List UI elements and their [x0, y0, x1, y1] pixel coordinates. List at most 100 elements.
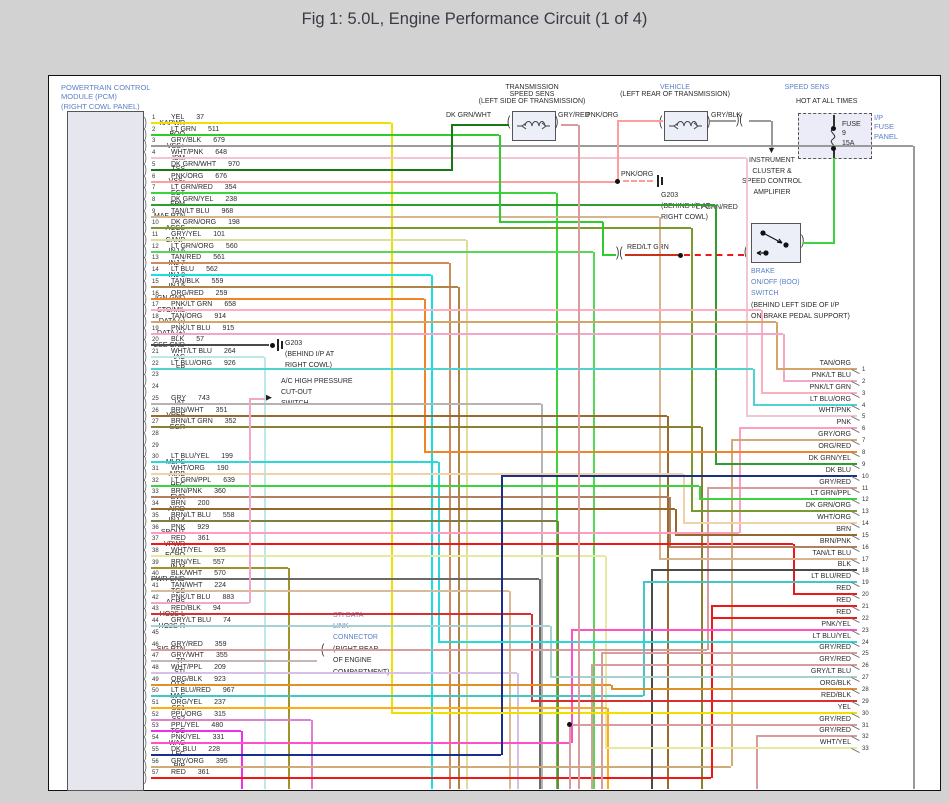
- pin-wire-gauge: 264: [223, 348, 236, 355]
- edge-wire-color-label: LT BLU/YEL: [812, 632, 851, 640]
- edge-wire: [783, 379, 857, 382]
- edge-pin-number: 21: [862, 604, 869, 610]
- vss-right-terminal: ): [707, 114, 711, 130]
- pin-wire: [151, 145, 913, 148]
- pin-number: 21: [152, 349, 159, 355]
- pin-wire-vertical: [667, 415, 669, 789]
- pin-bracket: ): [144, 114, 147, 130]
- pin-wire-color-label: PNK/ORG 676: [171, 172, 227, 180]
- pin-number: 8: [152, 196, 156, 203]
- pin-wire-color-label: LT GRN/PPL 639: [171, 476, 235, 484]
- pnk-org-wire-label: PNK/ORG: [621, 171, 654, 178]
- edge-wire-color-label: YEL: [837, 703, 851, 711]
- pin-wire-gauge: 200: [197, 500, 210, 508]
- pin-wire-gauge: 228: [208, 745, 220, 753]
- pin-bracket: ): [144, 149, 147, 165]
- pin-wire: [151, 402, 541, 405]
- pin-wire: [151, 461, 438, 464]
- junction-dot: [269, 342, 275, 348]
- pin-bracket: ): [144, 757, 147, 773]
- pin-wire-color-label: LT BLU/RED 967: [171, 687, 235, 695]
- pin-wire-color-label: TAN/RED 561: [171, 254, 225, 262]
- pin-number: 53: [152, 723, 159, 730]
- edge-pin-number: 19: [862, 580, 869, 587]
- pin-number: 56: [152, 758, 159, 765]
- pin-wire-color-label: BLK 57: [171, 336, 205, 344]
- hot-at-all-times-label: HOT AT ALL TIMES: [796, 98, 858, 105]
- pin-bracket: ): [144, 184, 147, 200]
- junction-dot: [614, 178, 620, 184]
- edge-pin-number: 6: [862, 426, 866, 433]
- pin-wire-color-label: LT BLU 562: [171, 266, 218, 274]
- edge-wire: [683, 522, 857, 525]
- pin-wire-gauge: 190: [216, 465, 229, 472]
- edge-wire: [731, 439, 857, 442]
- edge-wire: [571, 628, 857, 631]
- pin-number: 37: [152, 536, 159, 543]
- pin-wire-color-label: BRN/LT BLU 558: [171, 511, 235, 519]
- pin-wire-gauge: 237: [214, 699, 226, 706]
- edge-wire-vertical: [756, 736, 758, 789]
- pin-wire: [151, 239, 466, 241]
- pin-bracket: ): [144, 629, 147, 645]
- pin-wire-gauge: 676: [215, 172, 227, 180]
- edge-pin-number: 29: [862, 698, 869, 705]
- pin-wire-gauge: 395: [215, 757, 228, 765]
- pin-wire: [151, 613, 531, 616]
- pin-wire-gauge: 354: [224, 184, 237, 192]
- pin-wire-vertical: [556, 193, 558, 789]
- edge-pin-number: 12: [862, 497, 869, 504]
- pin-number: 32: [152, 477, 159, 484]
- edge-wire-color-label: RED: [836, 608, 851, 616]
- pin-bracket: ): [144, 535, 147, 551]
- pin-wire-color-label: RED 361: [171, 535, 210, 543]
- edge-pin-number: 3: [862, 390, 866, 397]
- pin-number: 34: [152, 501, 159, 508]
- pin-bracket: ): [144, 605, 147, 621]
- pin-wire: [151, 297, 424, 300]
- pin-wire: [151, 157, 746, 160]
- pin-wire-color-label: BRN/YEL 557: [171, 558, 225, 566]
- pin-number: 57: [152, 770, 159, 777]
- edge-wire-color-label: GRY/RED: [819, 478, 851, 486]
- coil-icon: [669, 121, 702, 130]
- pin-wire-color-label: BRN/WHT 351: [171, 406, 228, 414]
- switch-icon: [756, 230, 789, 256]
- edge-tick: [851, 499, 860, 505]
- pin-bracket: ): [144, 594, 147, 610]
- pin-wire-gauge: 648: [215, 149, 227, 157]
- pin-wire-vertical: [711, 606, 713, 779]
- vehicle-speed-sensor-title: VEHICLE SPEED SENS (LEFT REAR OF TRANSMI…: [620, 84, 830, 98]
- edge-pin-number: 31: [862, 722, 869, 729]
- pin-bracket: ): [144, 500, 147, 516]
- pin-bracket: ): [144, 172, 147, 188]
- pin-wire-color-label: PNK/LT BLU 915: [171, 324, 235, 332]
- edge-wire-color-label: BLK: [837, 561, 851, 569]
- pin-number: 44: [152, 618, 159, 625]
- pin-bracket: ): [144, 383, 147, 399]
- pin-wire-gauge: 560: [225, 242, 238, 250]
- edge-pin-number: 11: [862, 485, 869, 492]
- wire-segment: [277, 339, 279, 351]
- pin-number: 25: [152, 395, 159, 402]
- pin-wire-vertical: [241, 731, 243, 789]
- wire-segment: [578, 125, 580, 789]
- edge-pin-number: 22: [862, 615, 869, 622]
- pin-bracket: ): [144, 734, 147, 750]
- vss-left-wire-label: PNK/ORG: [586, 112, 619, 119]
- wire-segment: [771, 121, 773, 148]
- pin-wire-color-label: TAN/LT BLU 968: [171, 207, 234, 215]
- pin-number: 14: [152, 267, 159, 274]
- edge-tick: [851, 736, 860, 742]
- pin-bracket: ): [144, 278, 147, 294]
- pin-wire: [151, 262, 449, 265]
- pin-wire-gauge: 926: [223, 359, 236, 367]
- pin-bracket: ): [144, 746, 147, 762]
- pin-wire: [151, 344, 269, 347]
- pin-number: 2: [152, 126, 156, 133]
- instrument-cluster-label: INSTRUMENT CLUSTER & SPEED CONTROL AMPLI…: [742, 157, 802, 196]
- inline-connector-icon: )(: [736, 112, 743, 128]
- pin-wire-gauge: 658: [224, 301, 237, 309]
- pin-wire-vertical: [517, 672, 519, 789]
- pin-wire: [151, 356, 264, 358]
